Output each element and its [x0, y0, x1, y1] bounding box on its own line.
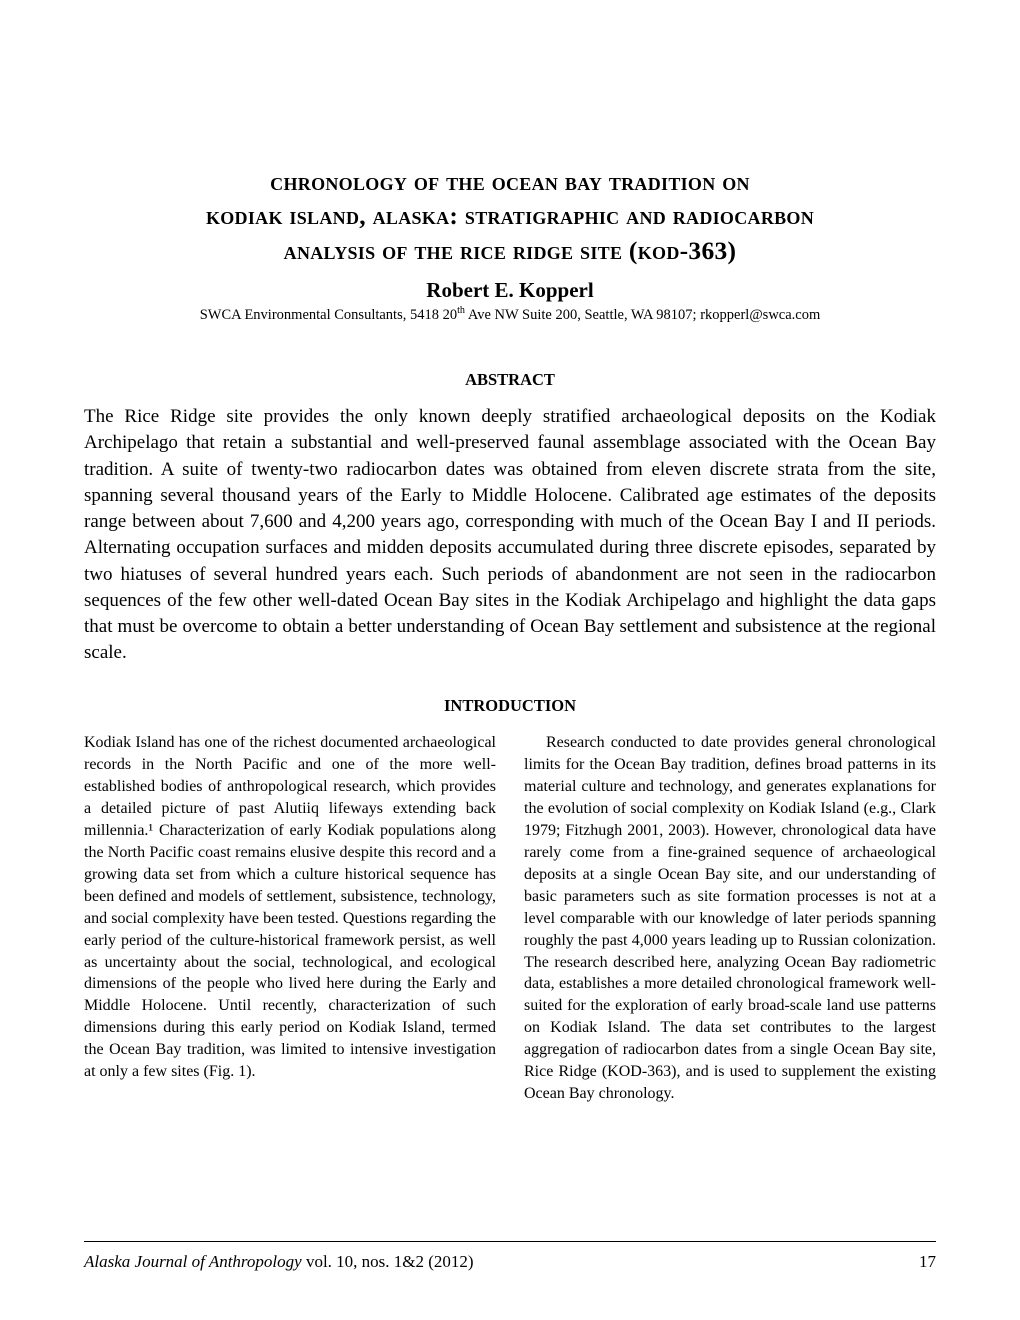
- author-name: Robert E. Kopperl: [84, 278, 936, 303]
- column-left: Kodiak Island has one of the richest doc…: [84, 732, 496, 1104]
- journal-citation: Alaska Journal of Anthropology vol. 10, …: [84, 1252, 474, 1272]
- body-columns: Kodiak Island has one of the richest doc…: [84, 732, 936, 1104]
- title-line-2: kodiak island, alaska: stratigraphic and…: [206, 201, 814, 230]
- journal-page: chronology of the ocean bay tradition on…: [0, 0, 1020, 1320]
- abstract-body: The Rice Ridge site provides the only kn…: [84, 404, 936, 666]
- title-line-1: chronology of the ocean bay tradition on: [270, 167, 750, 196]
- page-number: 17: [919, 1252, 936, 1272]
- author-affiliation: SWCA Environmental Consultants, 5418 20t…: [84, 307, 936, 324]
- introduction-heading: INTRODUCTION: [84, 696, 936, 716]
- journal-title: Alaska Journal of Anthropology: [84, 1252, 302, 1271]
- title-line-3: analysis of the rice ridge site (kod-363…: [284, 236, 737, 265]
- article-title: chronology of the ocean bay tradition on…: [84, 165, 936, 268]
- intro-paragraph-2: Research conducted to date provides gene…: [524, 732, 936, 1104]
- intro-paragraph-1: Kodiak Island has one of the richest doc…: [84, 732, 496, 1083]
- page-footer: Alaska Journal of Anthropology vol. 10, …: [84, 1241, 936, 1272]
- abstract-heading: ABSTRACT: [84, 370, 936, 390]
- column-right: Research conducted to date provides gene…: [524, 732, 936, 1104]
- journal-volume: vol. 10, nos. 1&2 (2012): [302, 1252, 474, 1271]
